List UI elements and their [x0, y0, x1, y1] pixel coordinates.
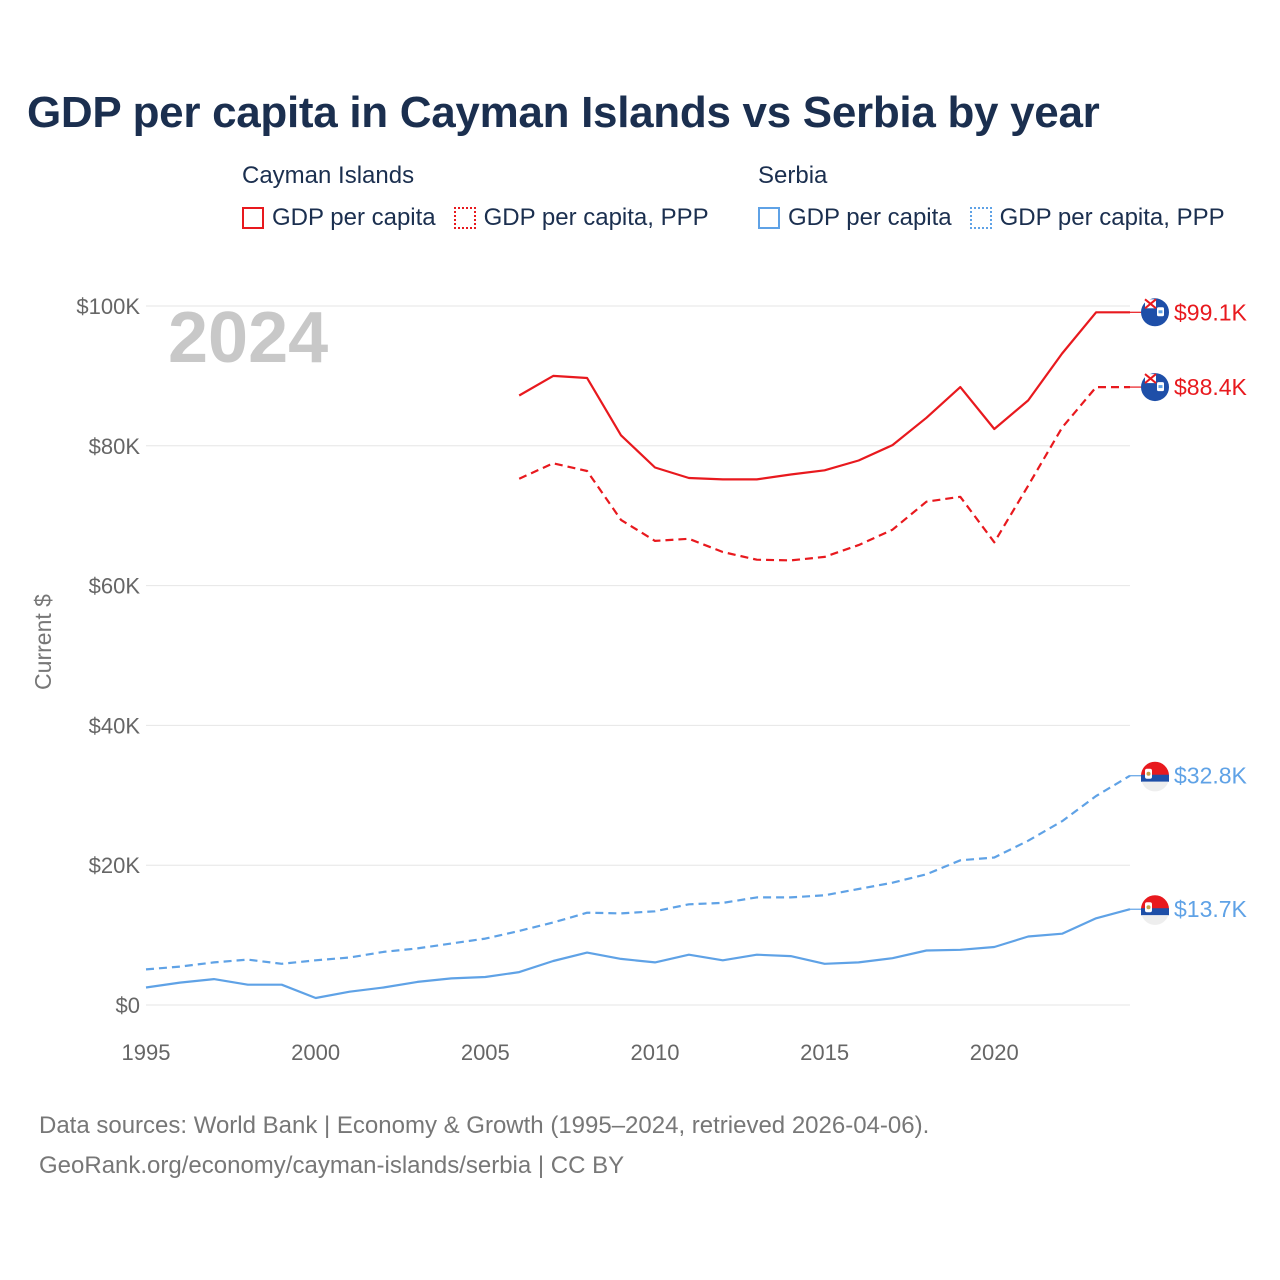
x-tick-label: 2010	[630, 1040, 679, 1065]
end-value-label: $99.1K	[1174, 299, 1248, 325]
x-tick-label: 2020	[970, 1040, 1019, 1065]
y-axis-title: Current $	[30, 594, 56, 690]
x-axis: 1995 2000 2005 2010 2015 2020	[122, 1040, 1019, 1065]
legend-swatch-solid	[242, 207, 264, 229]
legend-label: GDP per capita, PPP	[483, 204, 709, 231]
series-line	[518, 311, 1130, 481]
legend-cayman-islands: Cayman Islands GDP per capita GDP per ca…	[242, 162, 727, 232]
y-tick-label: $0	[116, 993, 140, 1018]
legend-group-title: Serbia	[758, 162, 828, 189]
chart-title: GDP per capita in Cayman Islands vs Serb…	[27, 88, 1100, 137]
end-value-label: $13.7K	[1174, 896, 1248, 922]
x-tick-label: 1995	[122, 1040, 171, 1065]
serbia-flag-icon	[1141, 761, 1169, 792]
legend-group-title: Cayman Islands	[242, 162, 415, 189]
legend-item-serbia-gdp[interactable]: GDP per capita	[758, 204, 952, 232]
grid-lines	[146, 305, 1130, 1006]
data-sources: Data sources: World Bank | Economy & Gro…	[39, 1106, 929, 1186]
series-line	[145, 908, 1131, 1000]
series-line	[145, 774, 1131, 971]
y-tick-label: $60K	[89, 574, 141, 599]
end-value-label: $88.4K	[1174, 374, 1248, 400]
legend-item-serbia-gdp-ppp[interactable]: GDP per capita, PPP	[969, 204, 1225, 232]
legend-item-cayman-gdp-ppp[interactable]: GDP per capita, PPP	[453, 204, 709, 232]
legend-label: GDP per capita	[788, 204, 952, 231]
y-tick-label: $40K	[89, 713, 141, 738]
legend-label: GDP per capita	[272, 204, 436, 231]
y-tick-label: $80K	[89, 434, 141, 459]
legend-swatch-dotted	[453, 207, 476, 229]
legend-swatch-dotted	[969, 207, 992, 229]
end-markers: $99.1K $88.4K $32.8K $13.7K	[1130, 298, 1248, 925]
sources-line-1: Data sources: World Bank | Economy & Gro…	[39, 1112, 930, 1139]
legend-serbia: Serbia GDP per capita GDP per capita, PP…	[758, 162, 1243, 232]
cayman-islands-flag-icon	[1141, 373, 1169, 402]
y-tick-label: $20K	[89, 853, 141, 878]
legend-label: GDP per capita, PPP	[999, 204, 1225, 231]
end-value-label: $32.8K	[1174, 763, 1248, 789]
series-lines	[145, 311, 1131, 1000]
x-tick-label: 2015	[800, 1040, 849, 1065]
sources-line-2: GeoRank.org/economy/cayman-islands/serbi…	[39, 1152, 625, 1179]
series-line	[518, 386, 1130, 562]
legend-swatch-solid	[758, 207, 780, 229]
y-tick-label: $100K	[76, 294, 140, 319]
x-tick-label: 2005	[461, 1040, 510, 1065]
cayman-islands-flag-icon	[1141, 298, 1169, 327]
legend-item-cayman-gdp[interactable]: GDP per capita	[242, 204, 436, 232]
y-axis: $0 $20K $40K $60K $80K $100K	[76, 294, 140, 1018]
x-tick-label: 2000	[291, 1040, 340, 1065]
year-watermark: 2024	[168, 298, 328, 378]
serbia-flag-icon	[1141, 895, 1169, 925]
